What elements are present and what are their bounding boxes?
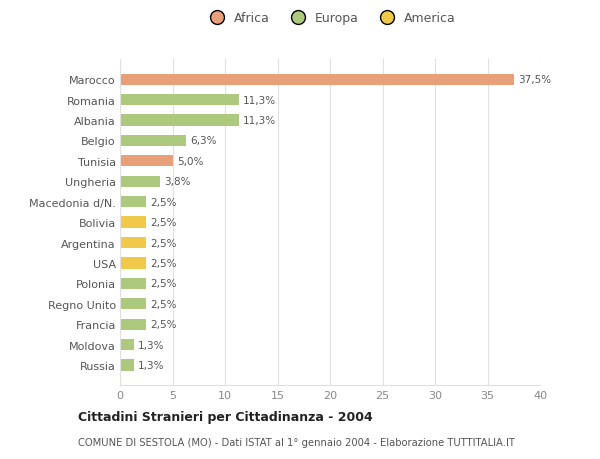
Text: Cittadini Stranieri per Cittadinanza - 2004: Cittadini Stranieri per Cittadinanza - 2… [78,410,373,423]
Text: 37,5%: 37,5% [518,75,551,85]
Bar [120,319,146,330]
Bar [120,115,239,126]
Bar [120,156,173,167]
Text: 2,5%: 2,5% [151,319,177,330]
Bar [120,196,146,208]
Text: 2,5%: 2,5% [151,258,177,269]
Text: 6,3%: 6,3% [190,136,217,146]
Text: 11,3%: 11,3% [243,116,276,126]
Text: 2,5%: 2,5% [151,197,177,207]
Bar [120,258,146,269]
Bar [120,176,160,187]
Bar [120,237,146,249]
Bar [120,135,186,147]
Bar [120,217,146,228]
Text: 2,5%: 2,5% [151,218,177,228]
Text: 11,3%: 11,3% [243,95,276,106]
Legend: Africa, Europa, America: Africa, Europa, America [199,7,461,30]
Text: 1,3%: 1,3% [138,360,164,370]
Bar [120,278,146,289]
Bar [120,298,146,310]
Text: COMUNE DI SESTOLA (MO) - Dati ISTAT al 1° gennaio 2004 - Elaborazione TUTTITALIA: COMUNE DI SESTOLA (MO) - Dati ISTAT al 1… [78,437,515,447]
Text: 2,5%: 2,5% [151,299,177,309]
Text: 5,0%: 5,0% [176,157,203,167]
Bar [120,74,514,86]
Bar [120,95,239,106]
Text: 1,3%: 1,3% [138,340,164,350]
Bar [120,339,134,350]
Text: 2,5%: 2,5% [151,279,177,289]
Bar [120,359,134,371]
Text: 2,5%: 2,5% [151,238,177,248]
Text: 3,8%: 3,8% [164,177,191,187]
